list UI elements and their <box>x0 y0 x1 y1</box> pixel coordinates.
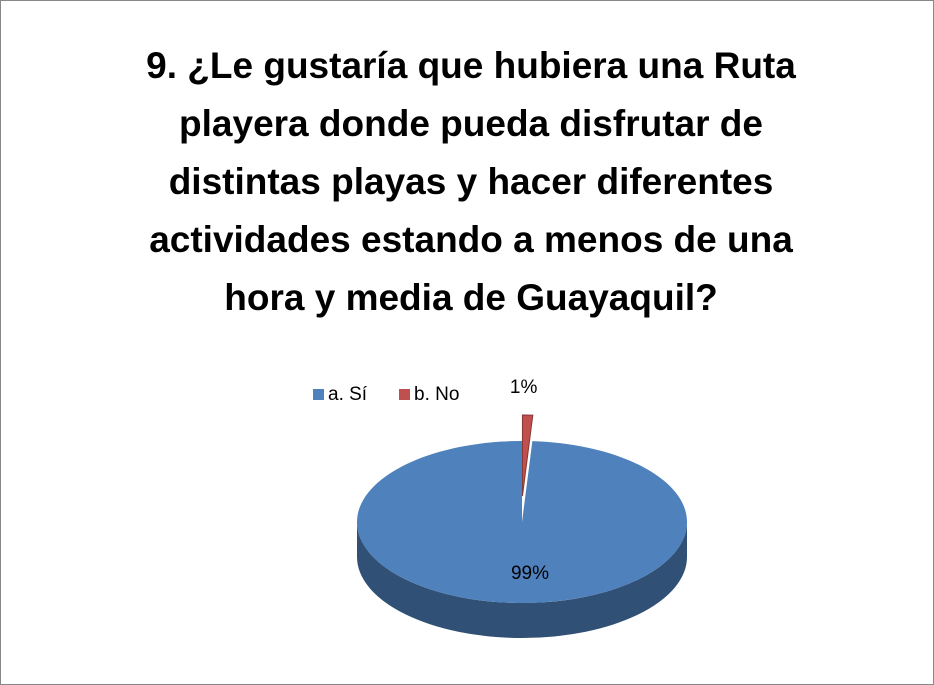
pie-slice <box>357 441 688 603</box>
legend-label: b. No <box>414 384 459 405</box>
legend-swatch <box>313 389 324 400</box>
pie-slice <box>521 414 534 497</box>
data-label: 1% <box>510 377 538 398</box>
chart-title: 9. ¿Le gustaría que hubiera una Ruta pla… <box>146 45 796 318</box>
legend-label: a. Sí <box>328 384 368 405</box>
pie-side <box>357 522 687 638</box>
legend-swatch <box>399 389 410 400</box>
data-label: 99% <box>511 563 549 584</box>
